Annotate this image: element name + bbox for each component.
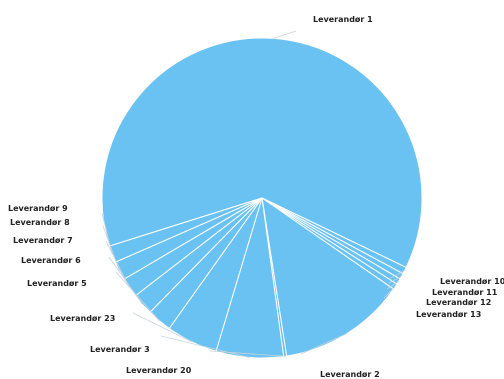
leader-line-leverandor-23 bbox=[132, 312, 192, 343]
leader-line-leverandor-13 bbox=[383, 286, 396, 299]
pie-label-leverandor-13: Leverandør 13 bbox=[416, 310, 481, 319]
pie-label-leverandor-9: Leverandør 9 bbox=[8, 204, 68, 213]
leader-line-leverandor-2 bbox=[300, 333, 348, 355]
leader-line-leverandor-8 bbox=[102, 225, 120, 271]
leader-line-leverandor-1 bbox=[273, 30, 297, 39]
pie-label-leverandor-2: Leverandør 2 bbox=[320, 370, 380, 379]
pie-label-leverandor-1: Leverandør 1 bbox=[313, 15, 373, 24]
leader-line-leverandor-12 bbox=[386, 281, 399, 290]
leader-line-leverandor-10 bbox=[390, 270, 405, 279]
pie-label-leverandor-6: Leverandør 6 bbox=[21, 256, 81, 265]
pie-label-leverandor-8: Leverandør 8 bbox=[10, 218, 70, 227]
leader-line-leverandor-5 bbox=[115, 271, 160, 321]
leader-line-leverandor-11 bbox=[388, 275, 402, 284]
leader-line-leverandor-3 bbox=[160, 335, 250, 358]
leader-line-leverandor-9 bbox=[101, 212, 113, 255]
pie-label-leverandor-10: Leverandør 10 bbox=[440, 277, 504, 286]
leader-line-leverandor-20 bbox=[209, 350, 286, 357]
pie-label-leverandor-3: Leverandør 3 bbox=[90, 345, 150, 354]
pie-label-leverandor-12: Leverandør 12 bbox=[426, 298, 491, 307]
pie-label-leverandor-20: Leverandør 20 bbox=[126, 366, 192, 375]
leader-lines bbox=[101, 30, 405, 358]
pie-label-leverandor-11: Leverandør 11 bbox=[432, 288, 498, 297]
pie-label-leverandor-7: Leverandør 7 bbox=[13, 236, 73, 245]
pie-label-leverandor-5: Leverandør 5 bbox=[27, 279, 87, 288]
leader-line-leverandor-7 bbox=[105, 240, 130, 288]
pie-slices bbox=[101, 37, 423, 359]
pie-label-leverandor-23: Leverandør 23 bbox=[50, 314, 115, 323]
